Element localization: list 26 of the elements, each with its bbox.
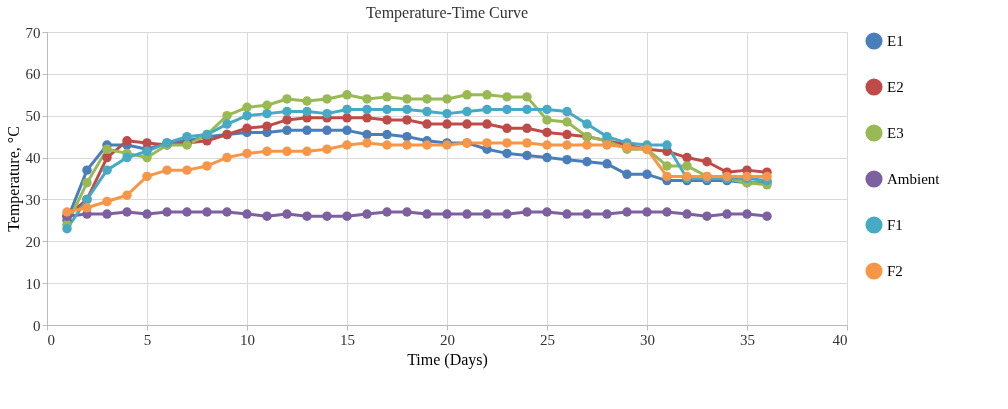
y-tick-label: 70 <box>25 24 41 41</box>
x-tick-label: 30 <box>640 331 655 348</box>
y-tick-label: 0 <box>33 317 41 334</box>
x-tick-label: 10 <box>240 331 255 348</box>
y-tick-label: 50 <box>25 108 41 125</box>
legend-label: E1 <box>887 33 904 49</box>
legend-label: Ambient <box>887 171 941 187</box>
y-tick-label: 40 <box>25 150 41 167</box>
legend-label: F1 <box>887 217 903 233</box>
y-axis-title: Temperature, °C <box>4 126 23 232</box>
x-tick-label: 40 <box>832 331 848 348</box>
legend-label: F2 <box>887 263 903 279</box>
y-tick-label: 60 <box>25 66 41 83</box>
legend-label: E2 <box>887 79 904 95</box>
y-tick-label: 10 <box>25 275 41 292</box>
x-tick-label: 5 <box>143 331 152 348</box>
x-tick-label: 0 <box>47 331 55 348</box>
chart-title: Temperature-Time Curve <box>365 4 529 22</box>
x-tick-label: 25 <box>540 331 555 348</box>
legend-label: E3 <box>887 125 904 141</box>
x-axis-title: Time (Days) <box>407 350 488 369</box>
y-tick-label: 20 <box>25 233 41 250</box>
x-tick-label: 15 <box>340 331 355 348</box>
y-tick-label: 30 <box>25 191 41 208</box>
x-tick-label: 35 <box>740 331 755 348</box>
x-tick-label: 20 <box>440 331 455 348</box>
